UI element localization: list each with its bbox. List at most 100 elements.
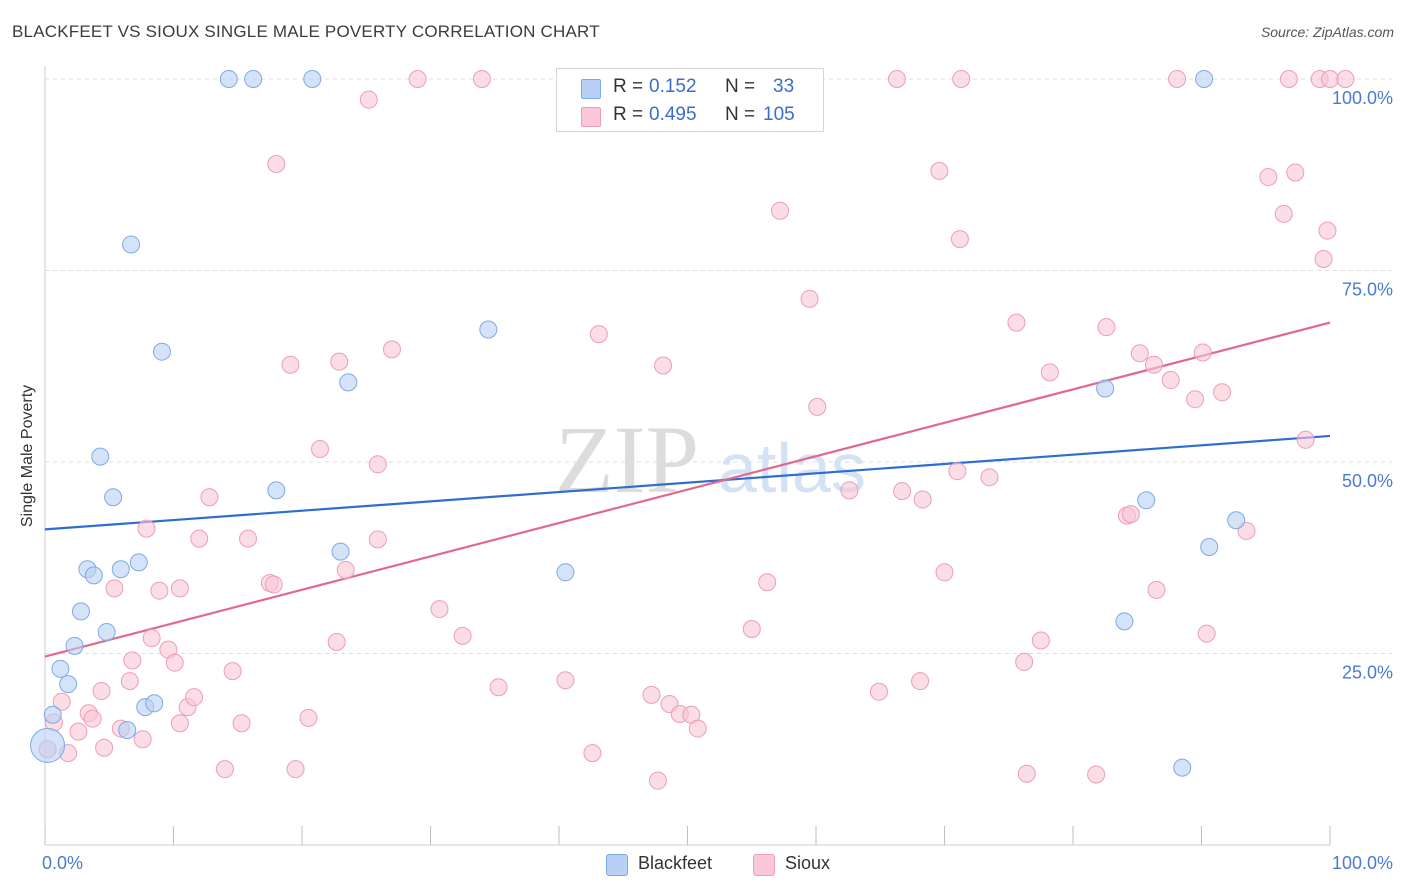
legend-swatch-sioux <box>753 854 775 876</box>
trend-line-blackfeet <box>44 434 1331 531</box>
stats-r-value: 0.152 <box>649 76 697 97</box>
data-point-blackfeet <box>152 342 171 361</box>
data-point-sioux <box>952 70 971 88</box>
data-point-sioux <box>286 760 305 779</box>
data-point-blackfeet <box>111 560 130 579</box>
data-point-sioux <box>200 488 219 507</box>
data-point-blackfeet <box>104 488 123 507</box>
data-point-sioux <box>123 651 142 670</box>
data-point-sioux <box>1040 363 1059 382</box>
data-point-sioux <box>887 70 906 88</box>
data-point-sioux <box>1087 765 1106 784</box>
data-point-sioux <box>267 155 286 174</box>
data-point-sioux <box>980 468 999 487</box>
data-point-sioux <box>742 619 761 638</box>
data-point-sioux <box>165 653 184 672</box>
data-point-sioux <box>688 719 707 738</box>
data-point-sioux <box>911 672 930 691</box>
legend: Blackfeet Sioux <box>0 850 1406 878</box>
data-point-sioux <box>1286 163 1305 182</box>
data-point-blackfeet <box>71 602 90 621</box>
data-point-sioux <box>840 481 859 500</box>
data-point-sioux <box>185 688 204 707</box>
data-point-sioux <box>648 771 667 790</box>
data-point-blackfeet <box>479 320 498 339</box>
data-point-blackfeet <box>1096 379 1115 398</box>
data-point-sioux <box>133 730 152 749</box>
legend-swatch-blackfeet <box>606 854 628 876</box>
data-point-blackfeet <box>65 636 84 655</box>
stats-row-blackfeet: R = 0.152 N = 33 <box>557 73 823 101</box>
data-point-blackfeet <box>51 659 70 678</box>
data-point-sioux <box>556 671 575 690</box>
data-point-sioux <box>1130 344 1149 363</box>
data-point-blackfeet <box>97 623 116 642</box>
data-point-sioux <box>368 455 387 474</box>
data-point-sioux <box>654 356 673 375</box>
data-point-blackfeet <box>219 70 238 88</box>
data-point-blackfeet <box>1137 491 1156 510</box>
source-label: Source: ZipAtlas.com <box>1260 24 1394 40</box>
data-point-blackfeet <box>145 694 164 713</box>
data-point-sioux <box>869 682 888 701</box>
stats-r-label: R = <box>613 104 644 125</box>
data-point-sioux <box>489 678 508 697</box>
data-point-sioux <box>170 579 189 598</box>
data-point-sioux <box>1097 318 1116 337</box>
data-point-sioux <box>327 633 346 652</box>
stats-n-label: N = <box>725 76 756 97</box>
data-point-blackfeet <box>129 553 148 572</box>
x-tick-label: 100.0% <box>1332 853 1393 873</box>
data-point-sioux <box>950 230 969 249</box>
data-point-sioux <box>1336 70 1355 88</box>
data-point-blackfeet <box>1173 758 1192 777</box>
data-point-sioux <box>1031 631 1050 650</box>
data-point-sioux <box>453 626 472 645</box>
stats-n-value: 33 <box>773 76 795 97</box>
data-point-sioux <box>1186 390 1205 409</box>
data-point-sioux <box>359 90 378 109</box>
y-tick-label: 25.0% <box>1342 663 1393 683</box>
data-point-blackfeet <box>1195 70 1214 88</box>
data-point-sioux <box>589 325 608 344</box>
data-point-blackfeet <box>30 727 66 763</box>
y-tick-label: 100.0% <box>1332 88 1393 108</box>
data-point-sioux <box>1193 343 1212 362</box>
data-point-sioux <box>808 397 827 416</box>
stats-r-value: 0.495 <box>649 104 697 125</box>
data-point-sioux <box>170 714 189 733</box>
data-point-sioux <box>368 530 387 549</box>
data-point-sioux <box>771 201 790 220</box>
stats-swatch-blackfeet <box>581 79 601 99</box>
stats-n-label: N = <box>725 104 756 125</box>
data-point-sioux <box>299 708 318 727</box>
data-point-sioux <box>800 289 819 308</box>
data-point-sioux <box>281 355 300 374</box>
legend-label-blackfeet: Blackfeet <box>638 853 713 873</box>
data-point-sioux <box>1017 764 1036 783</box>
data-point-blackfeet <box>118 721 137 740</box>
data-point-blackfeet <box>1115 612 1134 631</box>
chart-title: BLACKFEET VS SIOUX SINGLE MALE POVERTY C… <box>12 22 600 41</box>
data-point-blackfeet <box>43 705 62 724</box>
data-point-blackfeet <box>267 481 286 500</box>
data-point-blackfeet <box>339 373 358 392</box>
stats-r-label: R = <box>613 76 644 97</box>
data-point-sioux <box>1213 383 1232 402</box>
stats-row-sioux: R = 0.495 N = 105 <box>557 101 823 129</box>
stats-box: R = 0.152 N = 33 R = 0.495 N = 105 <box>556 68 824 132</box>
data-point-blackfeet <box>1227 511 1246 530</box>
data-point-sioux <box>1121 505 1140 524</box>
x-tick-label: 0.0% <box>42 853 83 873</box>
data-points <box>30 70 1355 790</box>
data-point-sioux <box>930 161 949 180</box>
trend-lines <box>44 321 1331 658</box>
data-point-sioux <box>92 682 111 701</box>
data-point-sioux <box>310 439 329 458</box>
legend-label-sioux: Sioux <box>785 853 831 873</box>
data-point-blackfeet <box>59 675 78 694</box>
data-point-sioux <box>137 519 156 538</box>
data-point-sioux <box>913 490 932 509</box>
data-point-sioux <box>69 722 88 741</box>
